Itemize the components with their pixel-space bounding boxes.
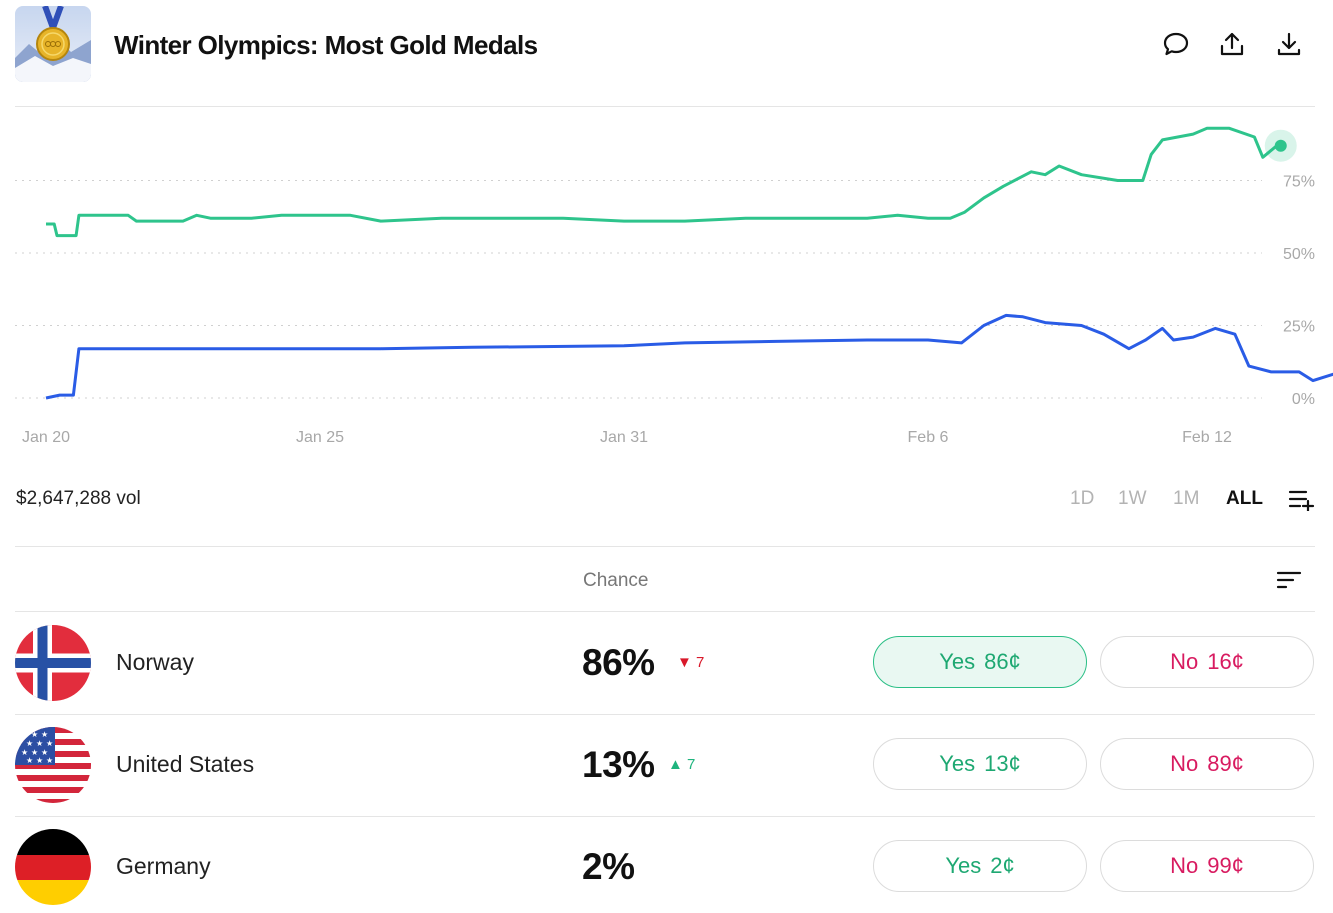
series-line-united-states: [45, 313, 1333, 400]
chart-divider: [15, 546, 1315, 547]
market-header: Winter Olympics: Most Gold Medals: [15, 6, 1315, 82]
svg-text:★: ★: [26, 739, 33, 748]
x-tick-label: Feb 12: [1182, 429, 1232, 446]
no-label: No: [1170, 649, 1199, 674]
y-tick-label: 50%: [1283, 246, 1315, 263]
x-tick-label: Feb 6: [908, 429, 949, 446]
range-1w[interactable]: 1W: [1118, 488, 1147, 509]
table-divider: [15, 611, 1315, 612]
comment-button[interactable]: [1160, 28, 1192, 60]
x-tick-label: Jan 25: [296, 429, 344, 446]
buy-no-button[interactable]: No 16¢: [1100, 636, 1314, 688]
svg-text:★: ★: [21, 748, 28, 757]
range-all[interactable]: ALL: [1226, 488, 1263, 509]
price-chart[interactable]: 75% 50% 25% 0% Jan 20 Jan 25 Jan 31 Feb 6 Feb 12: [0, 108, 1333, 453]
buy-yes-button[interactable]: Yes 2¢: [873, 840, 1087, 892]
share-button[interactable]: [1216, 28, 1248, 60]
series-line-norway: [46, 126, 1278, 238]
buy-yes-button[interactable]: Yes 13¢: [873, 738, 1087, 790]
no-label: No: [1170, 751, 1199, 776]
y-tick-label: 75%: [1283, 174, 1315, 191]
download-button[interactable]: [1273, 28, 1305, 60]
x-tick-label: Jan 20: [22, 429, 70, 446]
outcome-chance: 2%: [582, 846, 635, 887]
germany-flag-icon: [15, 829, 91, 905]
outcome-name: Germany: [116, 853, 211, 879]
row-divider: [15, 816, 1315, 817]
chance-change-value: 7: [687, 756, 696, 773]
range-1d[interactable]: 1D: [1070, 488, 1095, 509]
svg-text:★: ★: [31, 748, 38, 757]
svg-text:★: ★: [36, 739, 43, 748]
download-icon: [1277, 32, 1301, 56]
svg-text:★: ★: [46, 739, 53, 748]
yes-label: Yes: [945, 853, 982, 878]
share-icon: [1220, 32, 1244, 56]
up-arrow-icon: ▲: [668, 756, 683, 773]
outcome-chance: 13%: [582, 744, 655, 785]
outcome-row-germany[interactable]: Germany 2% Yes 2¢ No 99¢: [15, 816, 1315, 913]
sort-icon[interactable]: [1276, 570, 1302, 590]
no-price: 99¢: [1207, 853, 1244, 878]
series-end-dot-norway: [1274, 139, 1287, 152]
yes-price: 2¢: [990, 853, 1015, 878]
svg-text:★: ★: [26, 756, 33, 765]
add-to-list-icon[interactable]: [1288, 489, 1316, 511]
buy-no-button[interactable]: No 99¢: [1100, 840, 1314, 892]
yes-label: Yes: [939, 751, 976, 776]
chance-change: ▲ 7: [668, 756, 695, 773]
svg-text:★: ★: [46, 756, 53, 765]
svg-text:★: ★: [31, 730, 38, 739]
svg-text:★: ★: [36, 756, 43, 765]
yes-price: 86¢: [984, 649, 1021, 674]
comment-icon: [1163, 32, 1189, 56]
volume-text: $2,647,288 vol: [16, 488, 141, 509]
svg-text:★: ★: [41, 730, 48, 739]
buy-no-button[interactable]: No 89¢: [1100, 738, 1314, 790]
yes-label: Yes: [939, 649, 976, 674]
range-1m[interactable]: 1M: [1173, 488, 1200, 509]
outcome-name: Norway: [116, 649, 194, 675]
no-price: 89¢: [1207, 751, 1244, 776]
down-arrow-icon: ▼: [677, 654, 692, 671]
no-price: 16¢: [1207, 649, 1244, 674]
chance-column-header: Chance: [583, 570, 649, 591]
row-divider: [15, 714, 1315, 715]
header-divider: [15, 106, 1315, 107]
y-tick-label: 0%: [1292, 391, 1315, 408]
y-tick-label: 25%: [1283, 319, 1315, 336]
outcome-row-united-states[interactable]: ★ ★ ★ ★ ★ ★ ★ ★ ★ ★ ★ ★ United States 13% ▲ 7 Ye…: [15, 714, 1315, 816]
yes-price: 13¢: [984, 751, 1021, 776]
united-states-flag-icon: ★ ★ ★ ★ ★ ★ ★ ★ ★ ★ ★ ★: [15, 727, 91, 803]
norway-flag-icon: [15, 625, 91, 701]
chance-change: ▼ 7: [677, 654, 704, 671]
svg-text:★: ★: [21, 730, 28, 739]
market-thumbnail: [15, 6, 91, 82]
page-title: Winter Olympics: Most Gold Medals: [114, 30, 538, 60]
buy-yes-button[interactable]: Yes 86¢: [873, 636, 1087, 688]
x-tick-label: Jan 31: [600, 429, 648, 446]
outcome-name: United States: [116, 751, 255, 777]
outcome-row-norway[interactable]: Norway 86% ▼ 7 Yes 86¢ No 16¢: [15, 612, 1315, 714]
chance-change-value: 7: [696, 654, 705, 671]
outcome-chance: 86%: [582, 642, 655, 683]
svg-text:★: ★: [41, 748, 48, 757]
no-label: No: [1170, 853, 1199, 878]
